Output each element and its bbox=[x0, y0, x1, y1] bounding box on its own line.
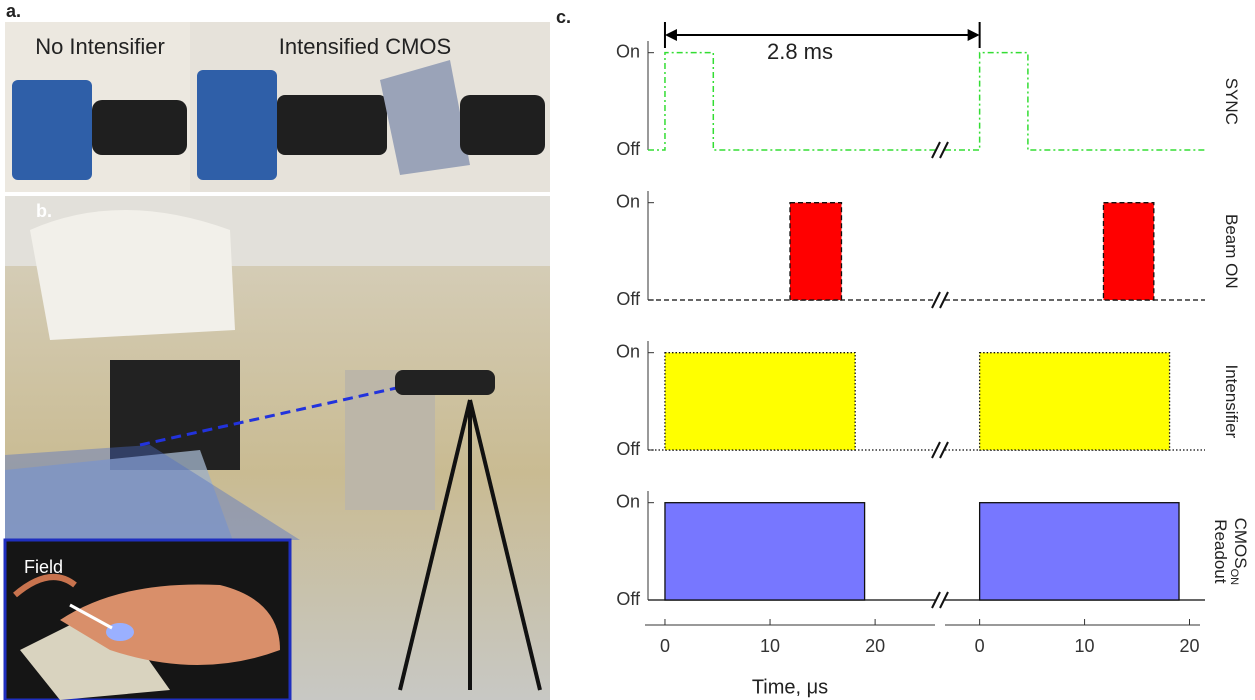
pulse bbox=[790, 203, 841, 300]
series-label: CMOSONReadout bbox=[1211, 518, 1250, 586]
pulse-line bbox=[648, 53, 935, 150]
y-tick-label: On bbox=[616, 191, 640, 211]
series-name: SYNC bbox=[1222, 78, 1241, 125]
x-tick-label: 20 bbox=[1179, 636, 1199, 656]
inset-caption: Field bbox=[24, 557, 63, 577]
panel-label: b. bbox=[36, 201, 52, 221]
series-label: Beam ON bbox=[1222, 214, 1241, 289]
x-tick-label: 0 bbox=[975, 636, 985, 656]
y-tick-label: On bbox=[616, 41, 640, 61]
y-tick-label: Off bbox=[616, 589, 641, 609]
caption: No Intensifier bbox=[35, 34, 165, 59]
x-tick-label: 10 bbox=[1075, 636, 1095, 656]
series-name-line2: Readout bbox=[1211, 519, 1230, 584]
series-label: Intensifier bbox=[1222, 364, 1241, 438]
y-tick-label: Off bbox=[616, 139, 641, 159]
series-name: CMOS bbox=[1231, 518, 1250, 569]
annotation: 2.8 ms bbox=[767, 39, 833, 64]
series-name: Beam ON bbox=[1222, 214, 1241, 289]
pulse bbox=[980, 503, 1179, 600]
y-tick-label: On bbox=[616, 491, 640, 511]
figure: a. No Intensifier Intensified CMOS b. Fi… bbox=[0, 0, 1255, 700]
x-axis-label: Time, μs bbox=[752, 676, 828, 698]
series-name: Intensifier bbox=[1222, 364, 1241, 438]
panel-label: a. bbox=[6, 1, 21, 21]
pulse bbox=[980, 353, 1170, 450]
caption: Intensified CMOS bbox=[279, 34, 451, 59]
photo-b bbox=[5, 196, 550, 700]
x-tick-label: 10 bbox=[760, 636, 780, 656]
pulse-line bbox=[945, 53, 1205, 150]
y-tick-label: Off bbox=[616, 439, 641, 459]
pulse bbox=[665, 503, 865, 600]
pulse bbox=[665, 353, 855, 450]
x-tick-label: 0 bbox=[660, 636, 670, 656]
series-label: SYNC bbox=[1222, 78, 1241, 125]
panel-label: c. bbox=[556, 7, 571, 27]
pulse bbox=[1103, 203, 1153, 300]
y-tick-label: On bbox=[616, 341, 640, 361]
y-tick-label: Off bbox=[616, 289, 641, 309]
x-tick-label: 20 bbox=[865, 636, 885, 656]
